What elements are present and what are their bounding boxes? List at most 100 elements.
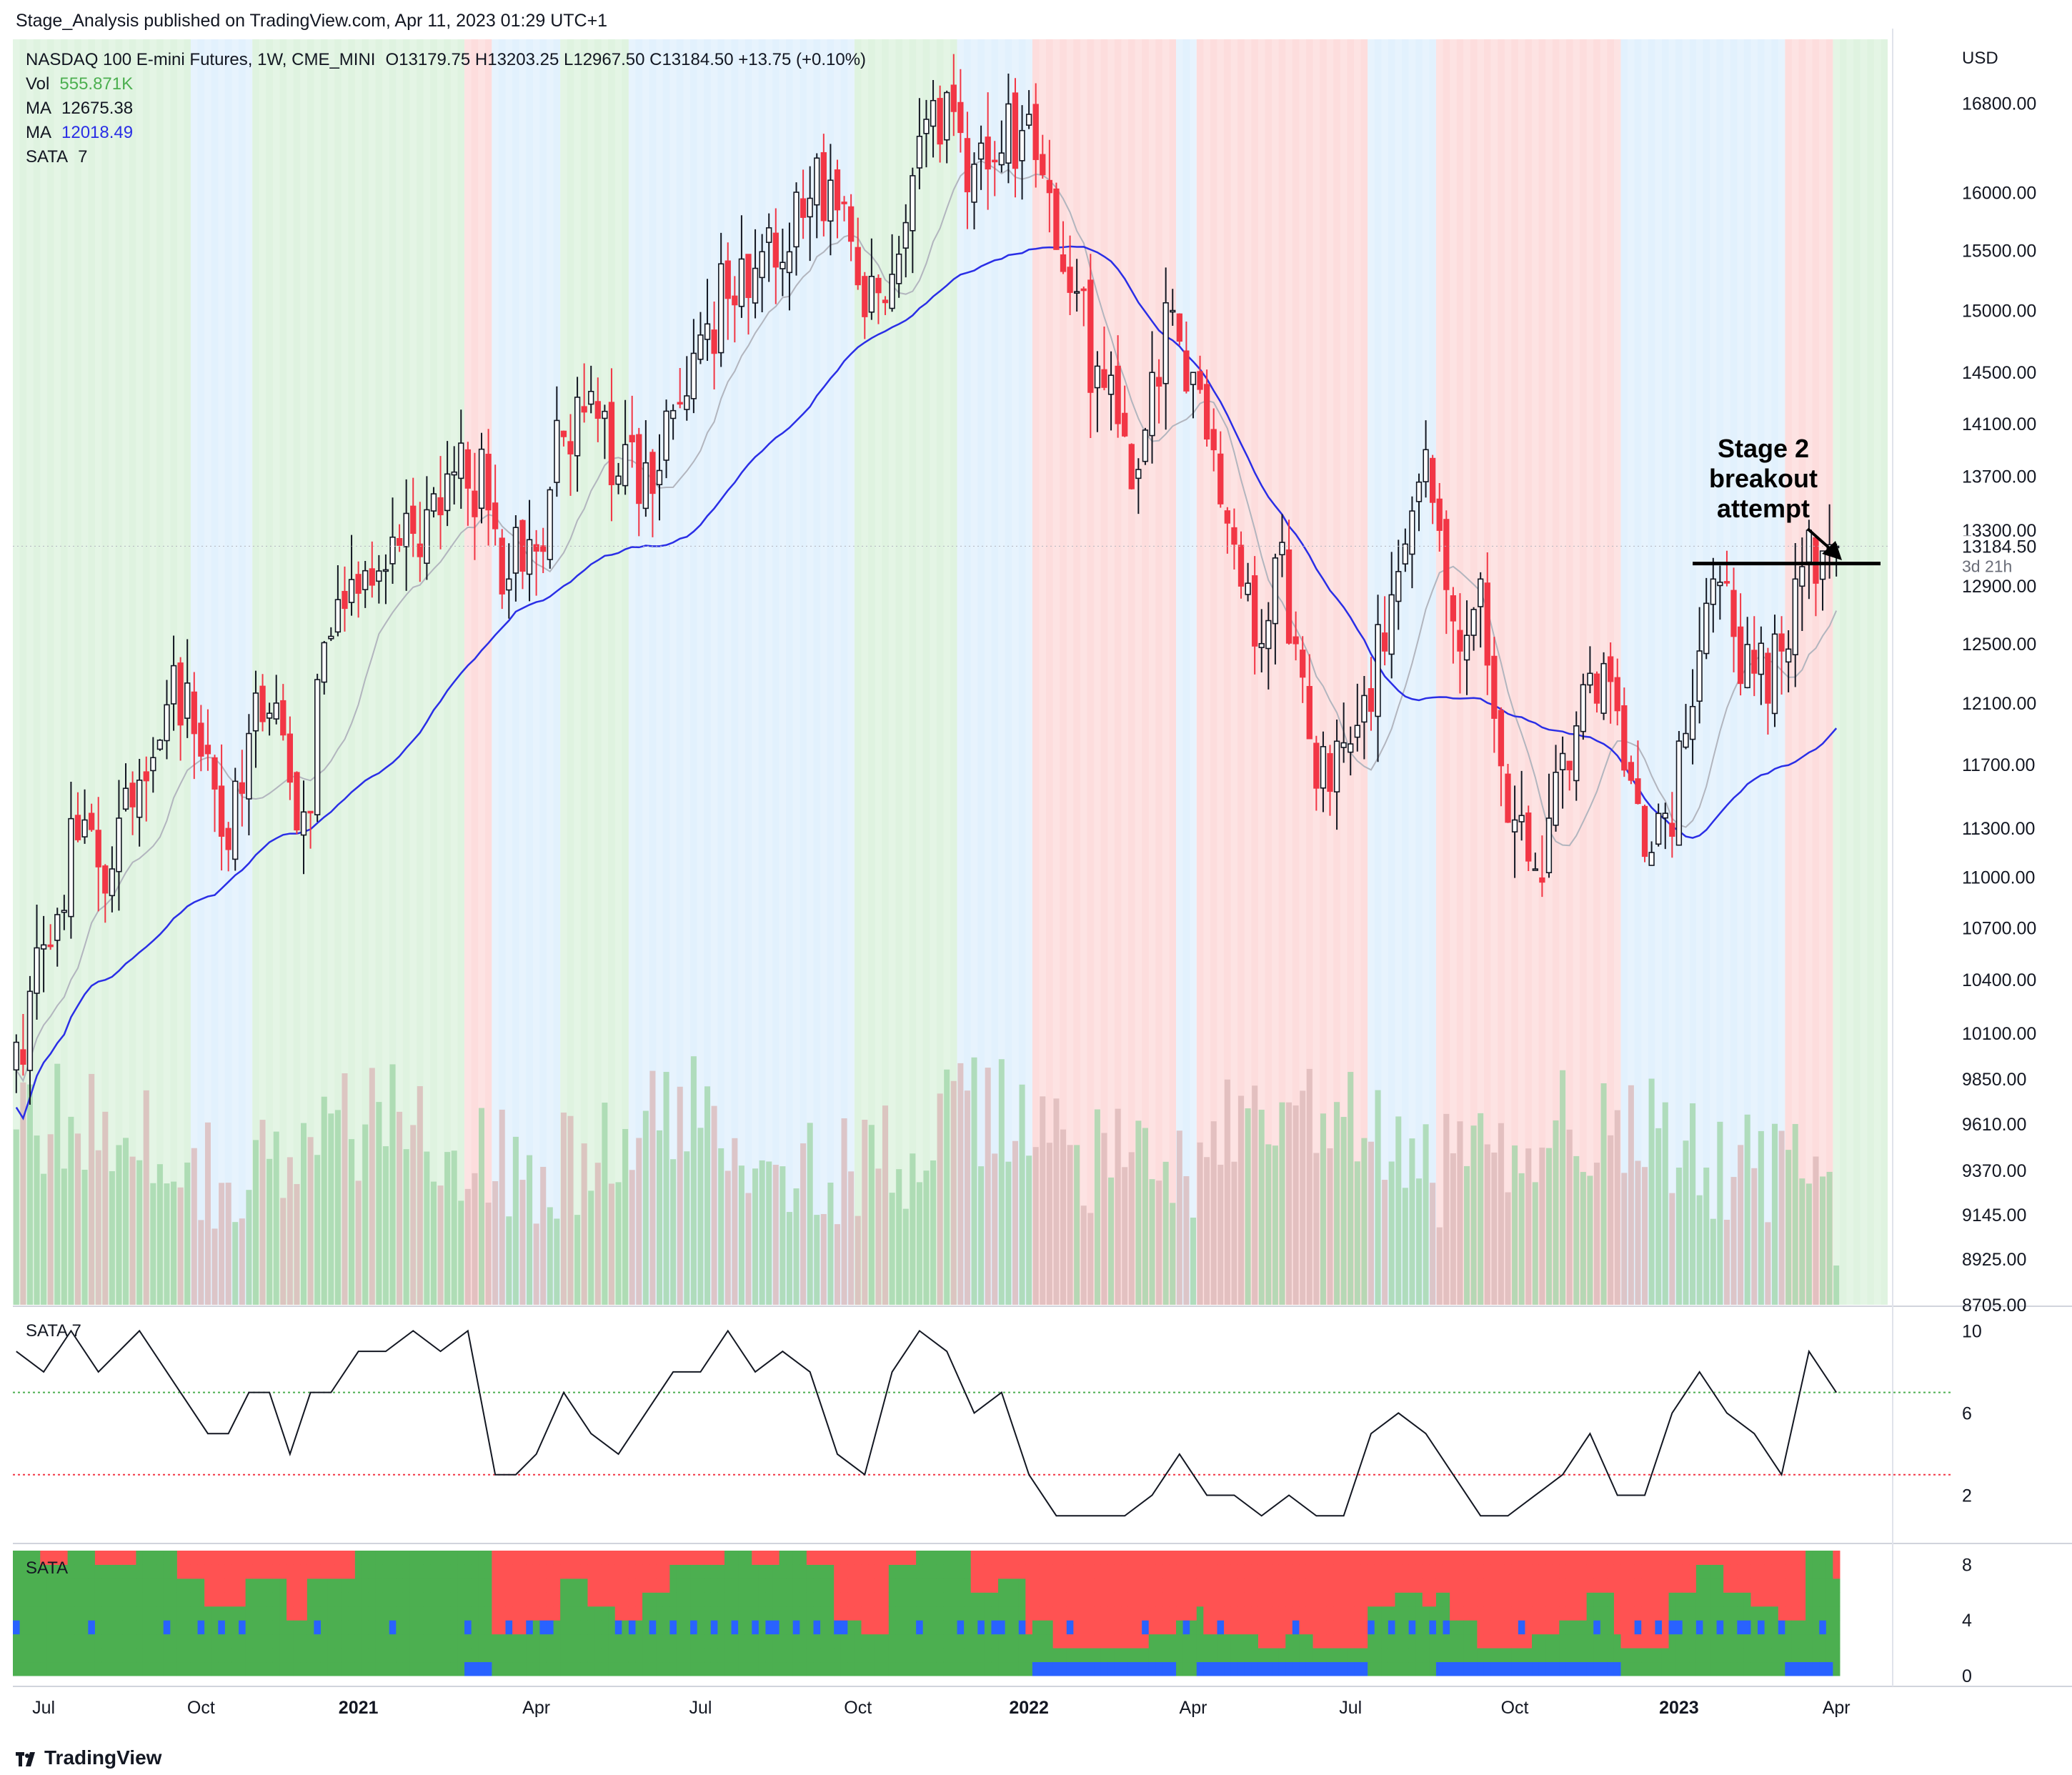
candle-body xyxy=(1696,650,1703,702)
sata-bar-cell xyxy=(136,1578,144,1593)
candlestick-series[interactable] xyxy=(13,54,1840,1105)
sata-bar-cell xyxy=(1613,1551,1622,1565)
band-stripe xyxy=(765,39,773,1305)
sata-bar-cell xyxy=(341,1578,349,1593)
sata-bar-cell xyxy=(854,1620,862,1635)
sata-bar-cell xyxy=(1778,1620,1785,1635)
stage-band-2 xyxy=(252,39,465,1305)
sata-bar-cell xyxy=(272,1620,280,1635)
volume-bar xyxy=(1348,1072,1354,1305)
sata-bar-cell xyxy=(909,1661,917,1676)
tradingview-logo[interactable]: TradingView xyxy=(16,1746,161,1769)
sata-bar-cell xyxy=(717,1578,725,1593)
volume-bar xyxy=(1758,1130,1764,1305)
sata-bar-cell xyxy=(1046,1620,1054,1635)
band-stripe xyxy=(218,39,225,1305)
sata-bar-cell xyxy=(1477,1620,1485,1635)
legend-ma-slow-row[interactable]: MA 12018.49 xyxy=(26,123,143,143)
sata-bars-tick-label: 4 xyxy=(1962,1611,1972,1631)
sata-bar-cell xyxy=(1743,1661,1751,1676)
sata-bar-cell xyxy=(1750,1606,1758,1621)
sata-bar-cell xyxy=(1682,1661,1690,1676)
sata-bar-cell xyxy=(1217,1648,1225,1663)
candle-body xyxy=(1443,519,1450,590)
sata-bar-cell xyxy=(1176,1578,1184,1593)
sata-bar-cell xyxy=(129,1634,136,1649)
candle-body xyxy=(499,537,505,595)
sata-bar-cell xyxy=(190,1551,199,1565)
sata-bar-cell xyxy=(88,1620,96,1635)
sata-bar-cell xyxy=(498,1578,507,1593)
sata-bar-cell xyxy=(1272,1578,1280,1593)
sata-bar-cell xyxy=(163,1551,171,1565)
sata-bar-cell xyxy=(1347,1592,1355,1607)
sata-bar-cell xyxy=(1504,1592,1512,1607)
sata-bar-cell xyxy=(450,1661,458,1676)
sata-bar-cell xyxy=(423,1606,431,1621)
sata-bar-cell xyxy=(40,1648,48,1663)
sata-bar-cell xyxy=(1127,1648,1136,1663)
sata-bar-cell xyxy=(54,1661,61,1676)
legend-sata-row[interactable]: SATA 7 xyxy=(26,147,97,167)
volume-bar xyxy=(1320,1113,1326,1305)
sata-bar-cell xyxy=(1833,1661,1841,1676)
band-stripe xyxy=(368,39,376,1305)
sata-bar-cell xyxy=(46,1564,54,1579)
sata-bar-cell xyxy=(498,1634,507,1649)
sata-bar-cell xyxy=(1326,1551,1334,1565)
sata-bar-cell xyxy=(1833,1592,1841,1607)
annotation-arrow-head xyxy=(1822,541,1842,560)
sata-bar-cell xyxy=(1094,1592,1102,1607)
band-stripe xyxy=(1012,39,1019,1305)
sata-bar-cell xyxy=(902,1634,910,1649)
sata-bar-cell xyxy=(300,1578,308,1593)
sata-bar-cell xyxy=(1450,1578,1458,1593)
price-axis[interactable]: USD16800.0016000.0015500.0015000.0014500… xyxy=(1897,49,2036,1316)
volume-bar xyxy=(1423,1124,1429,1305)
legend-volume-row[interactable]: Vol 555.871K xyxy=(26,74,143,94)
sata-bar-cell xyxy=(1060,1634,1067,1649)
sata-bar-cell xyxy=(437,1648,444,1663)
sata-bar-cell xyxy=(136,1648,144,1663)
sata-bar-cell xyxy=(1545,1592,1553,1607)
sata-bar-cell xyxy=(1593,1592,1601,1607)
volume-bar xyxy=(1662,1102,1668,1305)
legend-symbol-row[interactable]: NASDAQ 100 E-mini Futures, 1W, CME_MINI O… xyxy=(26,50,876,70)
sata-bar-cell xyxy=(1771,1648,1779,1663)
candle-body xyxy=(464,449,471,489)
sata-bar-cell xyxy=(67,1634,75,1649)
sata-bar-cell xyxy=(430,1592,438,1607)
sata-bar-cell xyxy=(1580,1661,1588,1676)
sata-bar-cell xyxy=(1607,1606,1615,1621)
sata-bar-cell xyxy=(1743,1592,1751,1607)
sata-bar-cell xyxy=(1360,1606,1368,1621)
sata-bar-cell xyxy=(1778,1592,1785,1607)
sata-bar-cell xyxy=(991,1551,999,1565)
sata-bar-cell xyxy=(437,1606,444,1621)
sata-bar-cell xyxy=(1142,1564,1150,1579)
sata-bar-cell xyxy=(1272,1661,1280,1676)
sata-bar-cell xyxy=(259,1634,267,1649)
sata-bar-cell xyxy=(484,1578,492,1593)
volume-bar xyxy=(1183,1176,1190,1305)
sata-bar-cell xyxy=(744,1661,752,1676)
sata-bar-cell xyxy=(1723,1592,1731,1607)
sata-bar-cell xyxy=(341,1648,349,1663)
sata-bar-cell xyxy=(389,1606,397,1621)
volume-bar xyxy=(1388,1161,1395,1305)
sata-bar-cell xyxy=(1320,1620,1328,1635)
sata-bar-cell xyxy=(354,1620,362,1635)
time-axis[interactable]: Jul Oct 2021 Apr Jul Oct 2022 Apr Jul Oct 2023 Apr xyxy=(32,1698,1851,1718)
candle-body xyxy=(1484,582,1490,666)
sata-bar-cell xyxy=(430,1578,438,1593)
volume-bar xyxy=(252,1140,259,1305)
sata-bar-cell xyxy=(1641,1551,1649,1565)
sata-bar-cell xyxy=(190,1661,199,1676)
legend-ma-fast-row[interactable]: MA 12675.38 xyxy=(26,99,143,119)
volume-bar xyxy=(1683,1140,1689,1305)
sata-bar-cell xyxy=(1408,1648,1416,1663)
sata-bar-cell xyxy=(1628,1578,1635,1593)
sata-bar-cell xyxy=(1408,1606,1416,1621)
sata-bar-cell xyxy=(1176,1551,1184,1565)
